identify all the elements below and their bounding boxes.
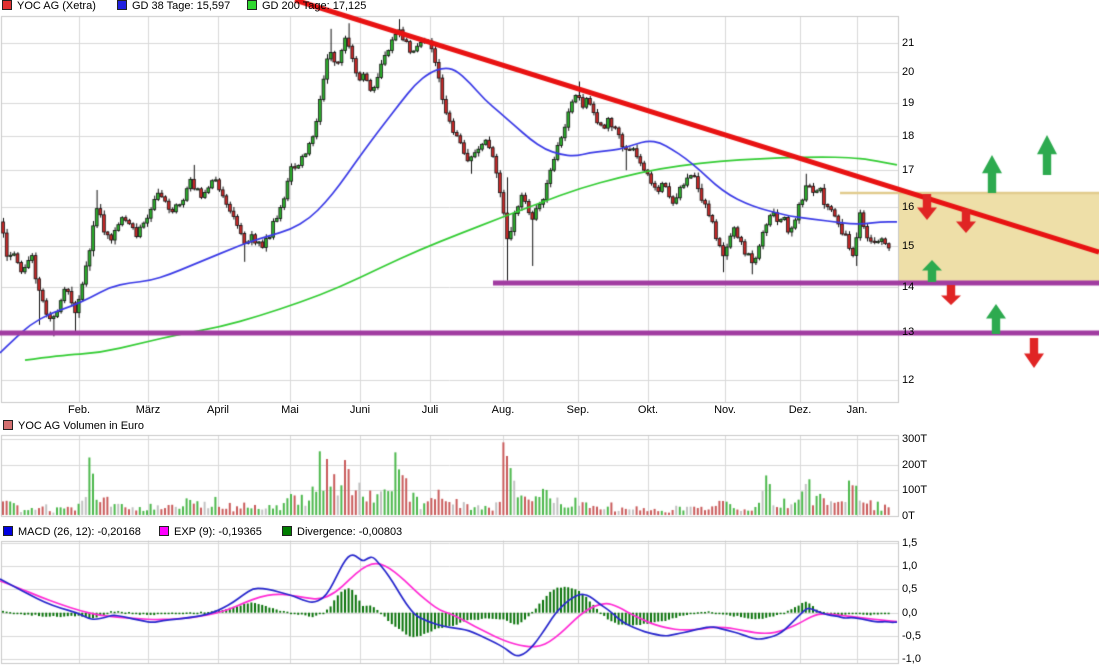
legend-item-macd: MACD (26, 12): -0,20168 xyxy=(3,526,141,539)
x-axis-label-month: Juli xyxy=(421,404,439,416)
price-axis-label: 17 xyxy=(902,164,915,177)
legend-label-gd38: GD 38 Tage: 15,597 xyxy=(132,0,231,12)
price-axis-label: 16 xyxy=(902,200,915,213)
macd-axis-label: 0,0 xyxy=(902,606,918,619)
legend-label-exp: EXP (9): -0,19365 xyxy=(174,526,262,538)
volume-axis-label: 300T xyxy=(902,433,928,445)
x-axis-label-month: Jan. xyxy=(846,404,868,416)
macd-axis-label: 1,5 xyxy=(902,536,918,549)
x-axis-label-month: April xyxy=(206,404,229,416)
x-axis-label-month: Sep. xyxy=(566,404,590,416)
price-axis-label: 15 xyxy=(902,239,915,252)
x-axis-label-month: März xyxy=(135,404,161,416)
legend-item-exp: EXP (9): -0,19365 xyxy=(159,526,262,539)
price-axis-label: 13 xyxy=(902,325,915,338)
price-axis-label: 14 xyxy=(902,281,915,294)
macd-axis-label: -1,0 xyxy=(902,653,921,666)
price-axis-label: 18 xyxy=(902,129,915,142)
legend-label-divergence: Divergence: -0,00803 xyxy=(297,526,403,538)
x-axis-label-month: Mai xyxy=(281,404,299,416)
legend-label-price: YOC AG (Xetra) xyxy=(17,0,96,12)
price-axis-label: 12 xyxy=(902,373,915,386)
volume-axis-label: 0T xyxy=(902,510,915,522)
legend-item-gd200: GD 200 Tage: 17,125 xyxy=(247,0,366,13)
series-swatch-macd-icon xyxy=(3,526,13,536)
macd-axis-label: -0,5 xyxy=(902,630,921,643)
price-axis-label: 19 xyxy=(902,97,915,110)
series-swatch-volume-icon xyxy=(3,420,13,430)
legend-label-macd: MACD (26, 12): -0,20168 xyxy=(18,526,141,538)
series-swatch-price-icon xyxy=(2,0,12,10)
x-axis-label-month: Juni xyxy=(349,404,371,416)
volume-axis-label: 200T xyxy=(902,458,928,471)
macd-axis-label: 1,0 xyxy=(902,560,918,573)
price-axis-label: 21 xyxy=(902,37,915,49)
price-axis-label: 20 xyxy=(902,66,915,79)
legend-item-volume: YOC AG Volumen in Euro xyxy=(3,420,144,433)
legend-label-gd200: GD 200 Tage: 17,125 xyxy=(262,0,367,12)
legend-item-divergence: Divergence: -0,00803 xyxy=(282,526,402,539)
series-swatch-gd38-icon xyxy=(117,0,127,10)
x-axis-label-month: Okt. xyxy=(637,404,659,416)
x-axis-label-month: Dez. xyxy=(788,404,812,416)
x-axis-label-month: Nov. xyxy=(714,404,736,416)
x-axis-label-month: Feb. xyxy=(67,404,90,416)
legend-label-volume: YOC AG Volumen in Euro xyxy=(18,420,144,432)
macd-axis-label: 0,5 xyxy=(902,583,918,596)
x-axis-label-month: Aug. xyxy=(491,404,515,416)
series-swatch-exp-icon xyxy=(159,526,169,536)
series-swatch-gd200-icon xyxy=(247,0,257,10)
volume-axis-label: 100T xyxy=(902,484,928,497)
legend-item-gd38: GD 38 Tage: 15,597 xyxy=(117,0,230,13)
series-swatch-divergence-icon xyxy=(282,526,292,536)
legend-item-price: YOC AG (Xetra) xyxy=(2,0,96,13)
